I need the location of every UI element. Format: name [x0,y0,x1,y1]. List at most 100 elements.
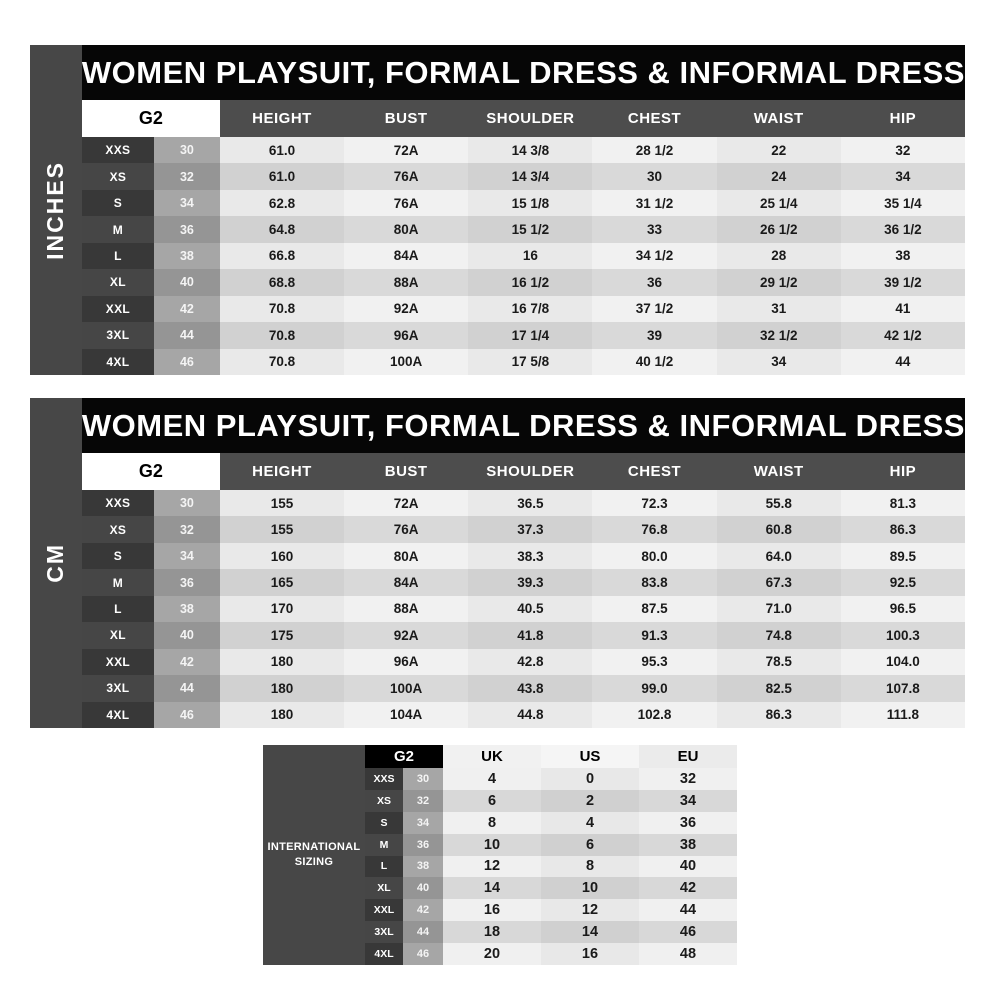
measurement-cell: 25 1/4 [716,189,841,217]
international-sizing-label-line2: SIZING [294,856,334,868]
measurement-cell: 72A [344,490,469,517]
size-number-cell: 36 [153,216,220,243]
measurement-cell: 64.8 [219,216,345,243]
measurement-cell: 99.0 [592,675,717,702]
measurement-cell: 104.0 [840,648,965,676]
measurement-cell: 41.8 [468,622,593,649]
size-cell: S [81,189,154,217]
conversion-cell: 6 [443,789,541,812]
measurement-cell: 40.5 [468,595,593,623]
measurement-cell: 38 [840,242,965,270]
table-main-inches: WOMEN PLAYSUIT, FORMAL DRESS & INFORMAL … [81,45,965,375]
size-cell: XXL [81,295,154,323]
measurement-cell: 78.5 [716,648,841,676]
measurement-cell: 26 1/2 [716,216,841,243]
table-title-cm: WOMEN PLAYSUIT, FORMAL DRESS & INFORMAL … [81,398,965,453]
column-header: SHOULDER [468,100,593,137]
size-cell: L [81,595,154,623]
measurement-cell: 42.8 [468,648,593,676]
measurement-cell: 61.0 [219,137,345,164]
size-number-cell: 44 [403,921,443,944]
measurement-cell: 39 1/2 [840,269,965,296]
measurement-cell: 16 [468,242,593,270]
conversion-cell: 6 [541,833,639,856]
measurement-cell: 74.8 [716,622,841,649]
conversion-cell: 4 [443,768,541,790]
conversion-cell: 10 [443,833,541,856]
measurement-cell: 107.8 [840,675,965,702]
size-number-cell: 42 [153,648,220,676]
measurement-cell: 37 1/2 [592,295,717,323]
measurement-cell: 31 1/2 [592,189,717,217]
measurement-cell: 180 [219,701,345,728]
measurements-grid-inches: G2 HEIGHT BUST SHOULDER CHEST WAIST HIP XXS 30 61… [81,100,965,375]
size-number-cell: 46 [153,701,220,728]
measurement-cell: 32 1/2 [716,322,841,349]
unit-sidebar-inches: INCHES [30,45,82,375]
conversion-cell: 40 [639,855,737,878]
brand-header: G2 [81,453,220,490]
conversion-cell: 48 [639,943,737,965]
size-number-cell: 32 [153,516,220,543]
measurement-cell: 100.3 [840,622,965,649]
measurement-cell: 81.3 [840,490,965,517]
size-number-cell: 30 [403,768,443,790]
measurement-cell: 89.5 [840,542,965,570]
measurement-cell: 76A [344,516,469,543]
conversion-cell: 34 [639,789,737,812]
measurement-cell: 22 [716,137,841,164]
column-header: HEIGHT [219,100,345,137]
conversion-cell: 20 [443,943,541,965]
measurement-cell: 38.3 [468,542,593,570]
measurement-cell: 36.5 [468,490,593,517]
size-number-cell: 36 [403,833,443,856]
size-table-inches: INCHES WOMEN PLAYSUIT, FORMAL DRESS & IN… [30,45,965,375]
measurement-cell: 96A [344,322,469,349]
conversion-cell: 36 [639,811,737,834]
conversion-cell: 16 [541,943,639,965]
unit-sidebar-cm: CM [30,398,82,728]
measurement-cell: 96.5 [840,595,965,623]
measurement-cell: 84A [344,569,469,596]
size-cell: XXS [81,490,154,517]
measurement-cell: 82.5 [716,675,841,702]
measurement-cell: 76A [344,163,469,190]
measurement-cell: 92A [344,622,469,649]
measurement-cell: 28 1/2 [592,137,717,164]
size-cell: XXS [365,768,403,790]
size-cell: L [81,242,154,270]
conversion-cell: 12 [443,855,541,878]
size-number-cell: 38 [153,595,220,623]
measurement-cell: 92A [344,295,469,323]
size-cell: L [365,855,403,878]
size-cell: 3XL [81,675,154,702]
measurement-cell: 34 1/2 [592,242,717,270]
size-number-cell: 40 [153,269,220,296]
size-number-cell: 34 [153,542,220,570]
column-header: HIP [840,100,965,137]
measurement-cell: 37.3 [468,516,593,543]
size-number-cell: 34 [153,189,220,217]
measurement-cell: 70.8 [219,322,345,349]
measurement-cell: 33 [592,216,717,243]
measurement-cell: 102.8 [592,701,717,728]
measurement-cell: 180 [219,675,345,702]
measurement-cell: 62.8 [219,189,345,217]
measurement-cell: 30 [592,163,717,190]
size-cell: M [365,833,403,856]
measurement-cell: 180 [219,648,345,676]
measurement-cell: 15 1/8 [468,189,593,217]
column-header: US [541,745,639,768]
conversion-cell: 14 [443,877,541,900]
conversion-cell: 4 [541,811,639,834]
column-header: EU [639,745,737,768]
size-number-cell: 36 [153,569,220,596]
size-number-cell: 32 [153,163,220,190]
measurement-cell: 61.0 [219,163,345,190]
measurement-cell: 71.0 [716,595,841,623]
conversion-cell: 0 [541,768,639,790]
measurement-cell: 31 [716,295,841,323]
measurement-cell: 80A [344,542,469,570]
size-number-cell: 46 [403,943,443,965]
column-header: HEIGHT [219,453,345,490]
